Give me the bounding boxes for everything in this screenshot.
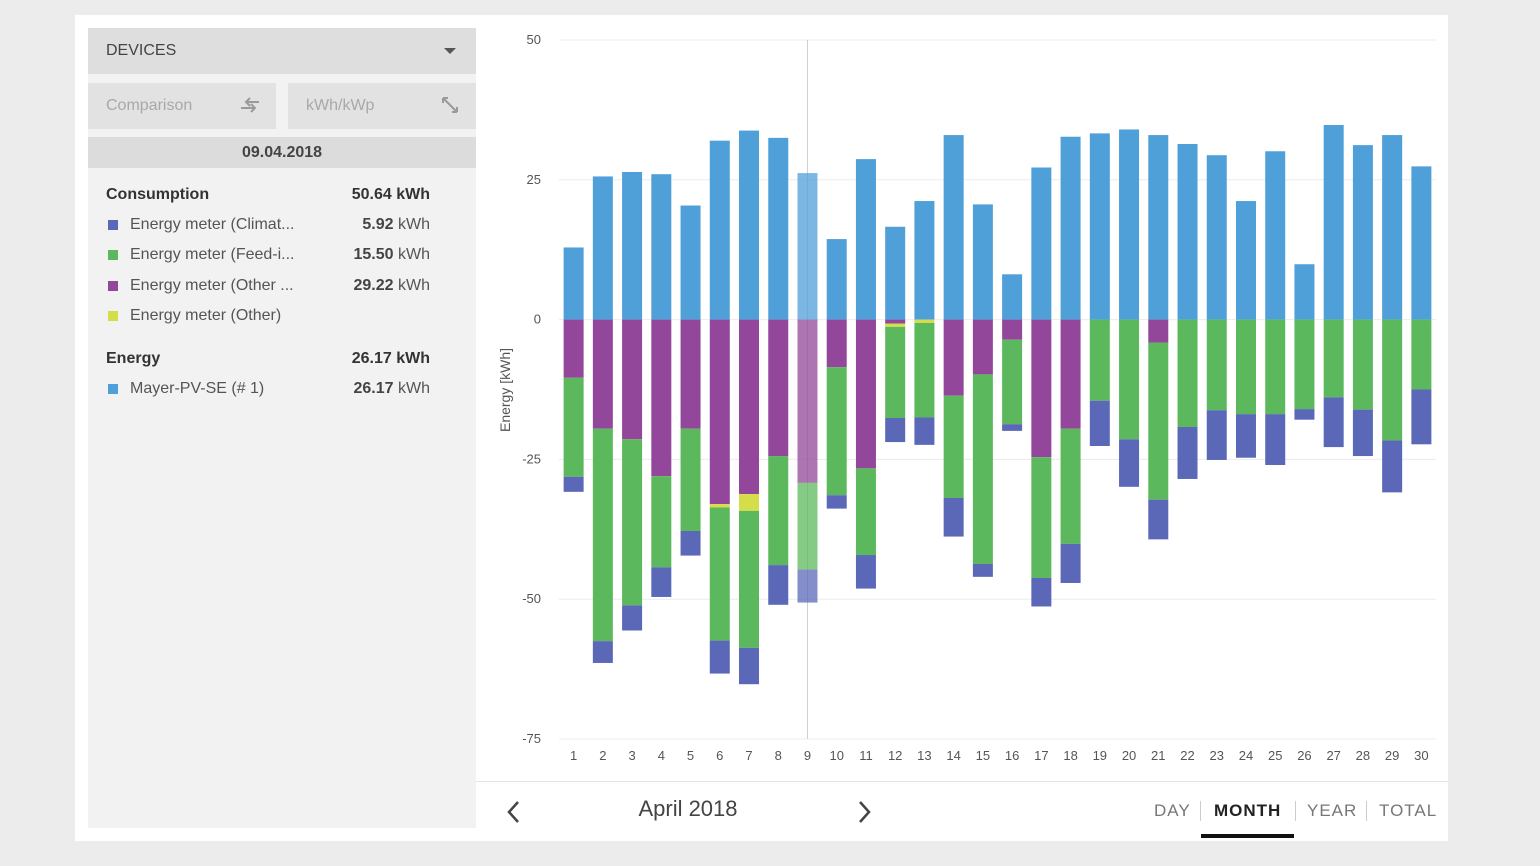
range-tab-month[interactable]: MONTH: [1214, 801, 1282, 820]
swap-arrows-icon: [241, 97, 259, 113]
legend-swatch: [108, 384, 118, 394]
legend-item-feed-in-meter[interactable]: Energy meter (Feed-i... 15.50 kWh: [106, 246, 430, 268]
devices-dropdown[interactable]: DEVICES: [88, 28, 476, 74]
legend-item-other-meter-2[interactable]: Energy meter (Other): [106, 307, 430, 329]
legend-item-pv-inverter[interactable]: Mayer-PV-SE (# 1) 26.17 kWh: [106, 380, 430, 402]
chevron-left-icon[interactable]: [502, 798, 526, 826]
unit-toggle-label: kWh/kWp: [306, 97, 375, 114]
legend-item-value: 29.22 kWh: [353, 277, 431, 294]
consumption-label: Consumption: [106, 186, 210, 203]
comparison-button-label: Comparison: [106, 97, 193, 114]
legend-item-label: Energy meter (Other ...: [130, 277, 294, 294]
nav-divider: [476, 781, 1448, 782]
legend-item-label: Energy meter (Other): [130, 307, 282, 324]
consumption-total: 50.64 kWh: [351, 186, 430, 203]
legend-item-label: Mayer-PV-SE (# 1): [130, 380, 265, 397]
comparison-button[interactable]: Comparison: [88, 83, 276, 129]
legend-swatch: [108, 250, 118, 260]
expand-diagonal-icon: [442, 97, 458, 113]
devices-dropdown-label: DEVICES: [106, 42, 177, 59]
range-tab-total[interactable]: TOTAL: [1379, 801, 1438, 820]
legend-item-value: 5.92 kWh: [362, 216, 430, 233]
legend-item-label: Energy meter (Climat...: [130, 216, 295, 233]
range-separator: [1366, 801, 1367, 821]
legend-item-value: 15.50 kWh: [353, 246, 431, 263]
energy-total: 26.17 kWh: [351, 350, 430, 367]
legend-swatch: [108, 281, 118, 291]
legend-swatch: [108, 220, 118, 230]
range-tab-day[interactable]: DAY: [1154, 801, 1191, 820]
legend-item-climate-meter[interactable]: Energy meter (Climat... 5.92 kWh: [106, 216, 430, 238]
period-label: April 2018: [638, 796, 738, 821]
consumption-header: Consumption 50.64 kWh: [106, 186, 430, 208]
range-tab-year[interactable]: YEAR: [1307, 801, 1358, 820]
legend-item-value: 26.17 kWh: [353, 380, 431, 397]
selected-date: 09.04.2018: [88, 137, 476, 168]
active-range-indicator: [1201, 834, 1294, 838]
legend-swatch: [108, 311, 118, 321]
legend-item-other-meter-1[interactable]: Energy meter (Other ... 29.22 kWh: [106, 277, 430, 299]
range-separator: [1200, 801, 1201, 821]
range-separator: [1295, 801, 1296, 821]
chevron-right-icon[interactable]: [852, 798, 876, 826]
caret-down-icon: [444, 48, 456, 54]
energy-header: Energy 26.17 kWh: [106, 350, 430, 372]
energy-label: Energy: [106, 350, 161, 367]
legend-item-label: Energy meter (Feed-i...: [130, 246, 295, 263]
unit-toggle-button[interactable]: kWh/kWp: [288, 83, 476, 129]
